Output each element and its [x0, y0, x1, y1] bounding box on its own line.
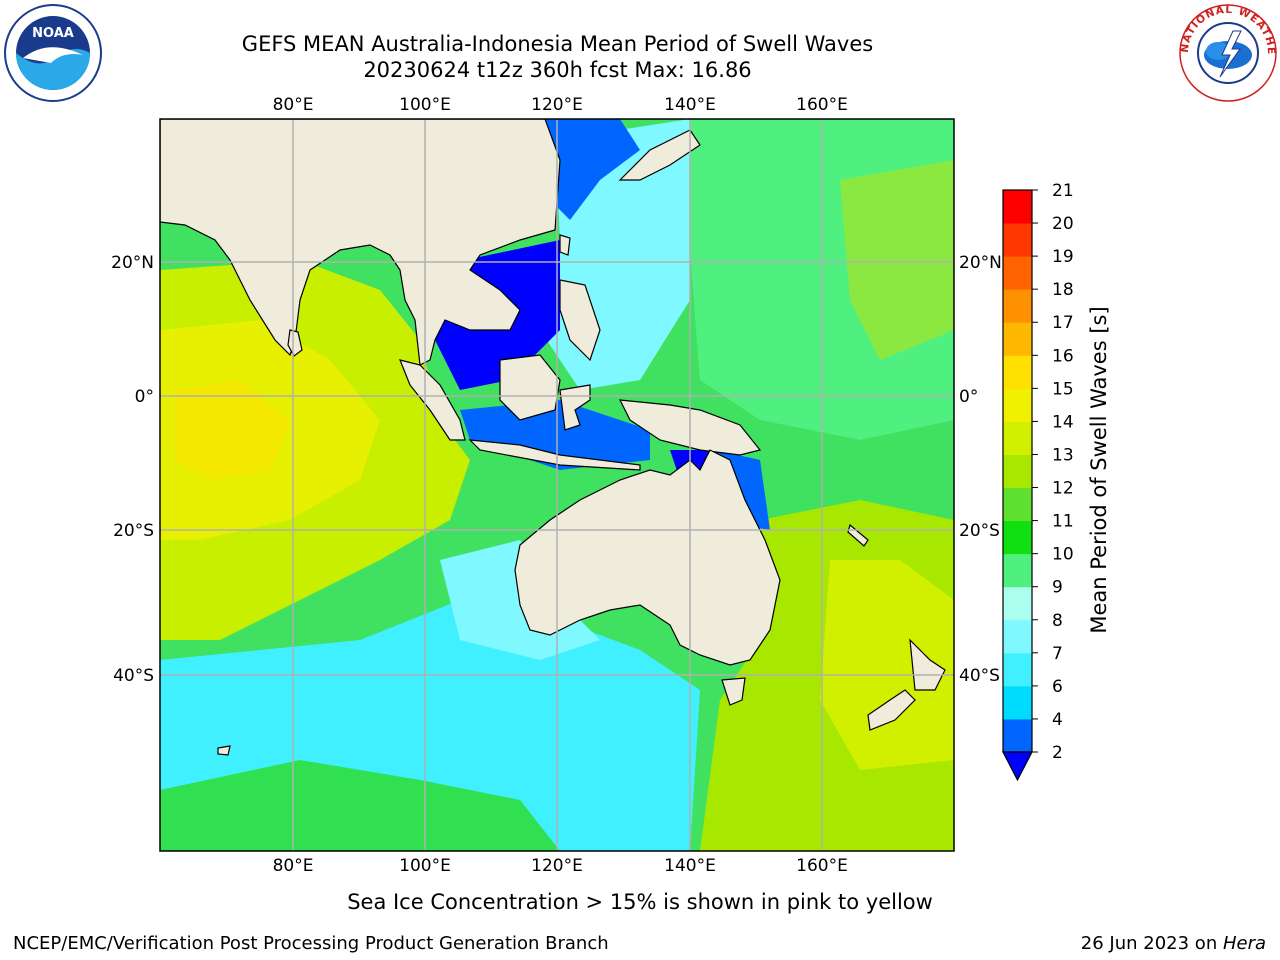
lon-label-top: 100°E: [399, 95, 451, 115]
noaa-logo: NOAA: [4, 4, 102, 102]
map-frame: [159, 118, 955, 852]
colorbar-tick-label: 9: [1052, 578, 1063, 598]
colorbar-segment: [1003, 256, 1032, 290]
lat-label-left: 20°N: [111, 253, 154, 273]
colorbar-segment: [1003, 454, 1032, 489]
nws-logo: NATIONAL WEATHER SERVICE: [1178, 3, 1277, 102]
colorbar-segment: [1003, 553, 1032, 588]
lat-label-left: 40°S: [113, 666, 154, 686]
colorbar-segment: [1003, 520, 1032, 555]
lat-label-right: 0°: [959, 387, 978, 407]
lon-label-bottom: 120°E: [531, 856, 583, 876]
lat-label-right: 40°S: [959, 666, 1000, 686]
lon-label-bottom: 140°E: [664, 856, 716, 876]
colorbar-tick-label: 7: [1052, 644, 1063, 664]
sea-ice-note: Sea Ice Concentration > 15% is shown in …: [347, 890, 933, 914]
colorbar-segment: [1003, 289, 1032, 323]
lon-label-top: 120°E: [531, 95, 583, 115]
colorbar-segment: [1003, 190, 1032, 224]
lon-label-bottom: 100°E: [399, 856, 451, 876]
colorbar-tick-label: 4: [1052, 710, 1063, 730]
colorbar-segment: [1003, 322, 1032, 356]
lat-label-left: 20°S: [113, 521, 154, 541]
lat-label-right: 20°S: [959, 521, 1000, 541]
colorbar-segment: [1003, 355, 1032, 389]
gridlines: [160, 119, 954, 851]
colorbar-segment: [1003, 619, 1032, 654]
colorbar-tick-label: 18: [1052, 280, 1074, 300]
colorbar-tick-label: 16: [1052, 346, 1074, 366]
lat-label-right: 20°N: [959, 253, 1002, 273]
colorbar-tick-label: 19: [1052, 247, 1074, 267]
colorbar-segment: [1003, 685, 1032, 720]
lon-label-top: 160°E: [796, 95, 848, 115]
colorbar-segment: [1003, 388, 1032, 422]
colorbar-under-arrow: [1002, 751, 1033, 782]
credit-left: NCEP/EMC/Verification Post Processing Pr…: [13, 933, 609, 954]
noaa-logo-text: NOAA: [32, 26, 74, 41]
colorbar-segment: [1003, 421, 1032, 455]
colorbar-tick-label: 20: [1052, 214, 1074, 234]
colorbar-segment: [1003, 652, 1032, 687]
lon-label-top: 140°E: [664, 95, 716, 115]
colorbar: 2 4 6 7 8 9 10 11 12 13 14 15 16 17 18 19 20 21: [1002, 181, 1074, 782]
colorbar-tick-label: 21: [1052, 181, 1074, 201]
colorbar-tick-label: 14: [1052, 412, 1074, 432]
lon-label-top: 80°E: [273, 95, 314, 115]
colorbar-segment: [1003, 586, 1032, 621]
colorbar-tick-label: 12: [1052, 479, 1074, 499]
credit-date: 26 Jun 2023 on: [1080, 933, 1223, 954]
colorbar-tick-label: 17: [1052, 313, 1074, 333]
credit-machine: Hera: [1222, 933, 1266, 954]
colorbar-tick-label: 8: [1052, 611, 1063, 631]
colorbar-frame: [1002, 189, 1033, 753]
colorbar-tick-label: 10: [1052, 545, 1074, 565]
colorbar-label: Mean Period of Swell Waves [s]: [1087, 306, 1111, 633]
colorbar-tick-label: 6: [1052, 677, 1063, 697]
lon-label-bottom: 160°E: [796, 856, 848, 876]
map-subtitle: 20230624 t12z 360h fcst Max: 16.86: [363, 58, 752, 82]
colorbar-segment: [1003, 223, 1032, 257]
colorbar-segment: [1003, 487, 1032, 522]
colorbar-tick-label: 13: [1052, 445, 1074, 465]
colorbar-segment: [1003, 718, 1032, 753]
lon-label-bottom: 80°E: [273, 856, 314, 876]
map-title: GEFS MEAN Australia-Indonesia Mean Perio…: [241, 32, 874, 56]
colorbar-tick-label: 15: [1052, 379, 1074, 399]
colorbar-tick-label: 11: [1052, 512, 1074, 532]
lat-label-left: 0°: [135, 387, 154, 407]
colorbar-tick-label: 2: [1052, 743, 1063, 763]
credit-right: 26 Jun 2023 on Hera: [1081, 933, 1266, 954]
